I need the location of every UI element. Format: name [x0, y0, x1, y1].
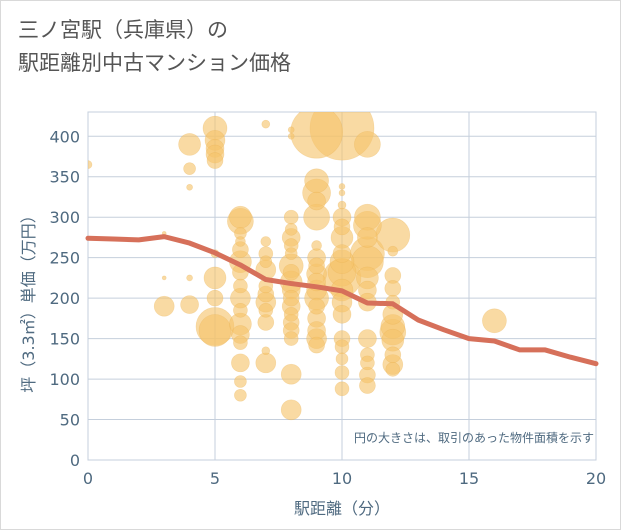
bubble-point [234, 388, 247, 402]
bubble-point [283, 209, 299, 225]
bubble-point [255, 352, 277, 374]
bubble-point [354, 131, 381, 158]
y-tick-label: 250 [49, 249, 80, 268]
bubble-point [258, 302, 274, 318]
bubble-point [287, 126, 295, 134]
y-tick-label: 350 [49, 168, 80, 187]
y-tick-label: 0 [70, 451, 80, 470]
bubble-point [358, 329, 377, 348]
bubble-point [308, 257, 325, 275]
bubble-point [482, 308, 507, 334]
x-tick-label: 5 [210, 469, 220, 488]
bubble-point [280, 399, 302, 421]
bubble-point [233, 335, 248, 350]
chart-title: 三ノ宮駅（兵庫県）の 駅距離別中古マンション価格 [18, 14, 291, 80]
axis-labels: 0 50 100 150 200 250 300 350 400 0 5 10 15 20 [49, 127, 606, 488]
bubble-point [282, 289, 300, 307]
bubble-point [186, 274, 193, 282]
bubble-point [161, 275, 167, 281]
bubble-point [332, 244, 352, 263]
bubble-point [334, 339, 350, 354]
bubble-point [234, 375, 247, 388]
trend-line [85, 234, 599, 367]
bubble-point [334, 381, 350, 397]
chart-title-line2: 駅距離別中古マンション価格 [18, 51, 291, 75]
bubble-point [229, 205, 252, 229]
y-axis-label: 坪（3.3㎡）単価（万円） [19, 207, 38, 392]
bubble-point [233, 302, 248, 318]
bubble-point [338, 189, 346, 197]
bubble-point [359, 377, 376, 394]
bubble-point [360, 355, 375, 371]
trend-layer [85, 234, 599, 367]
bubble-point [304, 168, 329, 194]
bubble-point [385, 362, 401, 377]
bubble-point [203, 266, 227, 290]
bubble-point [357, 227, 378, 248]
bubble-point [261, 119, 271, 129]
bubble-point [337, 200, 347, 210]
y-tick-label: 50 [60, 411, 80, 430]
y-tick-label: 200 [49, 289, 80, 308]
x-tick-label: 20 [586, 469, 606, 488]
bubble-point [280, 363, 302, 385]
bubble-point [261, 346, 271, 356]
bubble-point [332, 305, 352, 324]
bubble-point [153, 295, 175, 317]
bubble-point [354, 203, 381, 231]
bubble-point [180, 295, 199, 314]
bubble-point [307, 191, 326, 211]
bubble-point [235, 236, 246, 247]
bubble-point [283, 331, 299, 346]
bubble-point [308, 336, 325, 354]
bubble-point [282, 263, 300, 281]
bubble-point [259, 255, 273, 269]
x-tick-label: 15 [459, 469, 479, 488]
bubble-point [206, 289, 224, 307]
bubble-point [183, 162, 196, 175]
x-tick-label: 10 [332, 469, 352, 488]
bubble-point [335, 352, 349, 366]
bubble-point [287, 132, 295, 140]
bubble-point [186, 183, 193, 191]
bubble-point [387, 245, 399, 257]
bubble-point [333, 218, 351, 236]
bubble-point [290, 112, 343, 159]
y-tick-label: 400 [49, 127, 80, 146]
bubble-point [308, 297, 325, 315]
bubble-point [88, 160, 93, 169]
bubble-point [384, 280, 402, 297]
y-tick-label: 100 [49, 370, 80, 389]
bubble-point [283, 307, 299, 322]
y-tick-label: 150 [49, 330, 80, 349]
chart-title-line1: 三ノ宮駅（兵庫県）の [18, 18, 228, 42]
bubble-point [334, 365, 350, 380]
bubble-point [178, 133, 201, 156]
bubble-point [198, 314, 232, 347]
y-tick-label: 300 [49, 208, 80, 227]
bubble-point [311, 240, 322, 251]
bubble-point [284, 223, 298, 236]
bubble-point [384, 346, 402, 364]
bubble-point [284, 247, 298, 260]
bubble-size-note: 円の大きさは、取引のあった物件面積を示す [354, 430, 594, 445]
x-tick-label: 0 [83, 469, 93, 488]
x-axis-label: 駅距離（分） [294, 499, 390, 518]
bubble-point [260, 236, 272, 247]
bubble-point [233, 278, 248, 294]
bubble-point [206, 152, 224, 169]
bubble-point [231, 353, 250, 373]
bubble-point [338, 183, 346, 190]
